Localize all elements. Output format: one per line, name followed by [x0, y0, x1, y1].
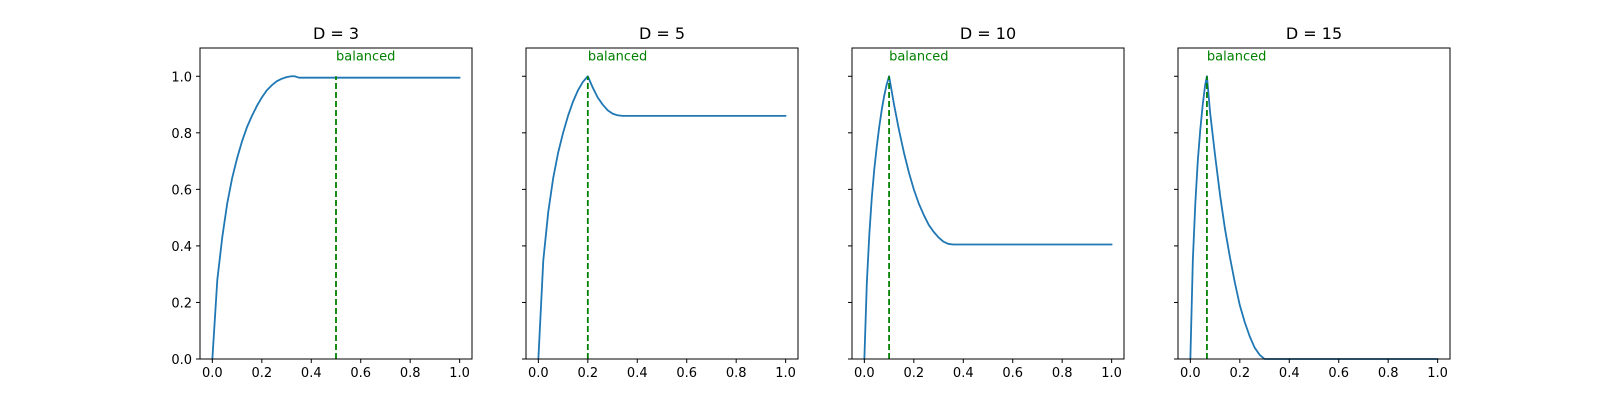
- y-tick-label: 0.0: [171, 353, 192, 368]
- panel-title: D = 10: [960, 24, 1016, 43]
- panel-title: D = 15: [1286, 24, 1342, 43]
- x-tick-label: 0.2: [1229, 366, 1250, 381]
- panel-3: D = 10 balanced 0.0 0.2 0.4 0.6 0.8 1.0: [848, 24, 1125, 381]
- panel-2: D = 5 balanced 0.0 0.2 0.4 0.6 0.8 1.0: [522, 24, 799, 381]
- axes-frame: [851, 47, 1125, 360]
- balanced-annotation: balanced: [1207, 49, 1266, 64]
- x-tick-label: 0.2: [577, 366, 598, 381]
- panel-1: D = 3 balanced 0.0 0.2 0.4 0.6 0.8 1.0 0.0 0.2 0.4…: [171, 24, 473, 381]
- x-tick-label: 1.0: [449, 366, 470, 381]
- y-tick-label: 0.2: [171, 296, 192, 311]
- series-line: [863, 75, 1113, 360]
- y-tick-label: 0.6: [171, 183, 192, 198]
- x-tick-label: 0.8: [1052, 366, 1073, 381]
- x-tick-label: 0.4: [301, 366, 322, 381]
- panel-title: D = 3: [313, 24, 359, 43]
- balanced-annotation: balanced: [889, 49, 948, 64]
- axes-frame: [525, 47, 799, 360]
- panel-4: D = 15 balanced 0.0 0.2 0.4 0.6 0.8 1.0: [1174, 24, 1451, 381]
- x-tick-label: 0.4: [627, 366, 648, 381]
- y-tick-label: 1.0: [171, 70, 192, 85]
- x-tick-label: 1.0: [1101, 366, 1122, 381]
- balanced-annotation: balanced: [588, 49, 647, 64]
- x-tick-label: 0.6: [676, 366, 697, 381]
- series-line: [537, 75, 787, 360]
- series-line: [211, 75, 461, 360]
- x-tick-label: 0.2: [251, 366, 272, 381]
- axes-frame: [199, 47, 473, 360]
- x-tick-label: 0.4: [1279, 366, 1300, 381]
- axes-frame: [1177, 47, 1451, 360]
- x-tick-label: 0.0: [1180, 366, 1201, 381]
- x-tick-label: 0.4: [953, 366, 974, 381]
- x-tick-label: 1.0: [1427, 366, 1448, 381]
- x-tick-label: 0.2: [903, 366, 924, 381]
- y-tick-label: 0.4: [171, 240, 192, 255]
- x-tick-label: 0.8: [1378, 366, 1399, 381]
- series-line: [1189, 75, 1439, 360]
- x-tick-label: 0.0: [528, 366, 549, 381]
- x-tick-label: 0.6: [1328, 366, 1349, 381]
- x-tick-label: 1.0: [775, 366, 796, 381]
- x-tick-label: 0.0: [854, 366, 875, 381]
- x-tick-label: 0.6: [350, 366, 371, 381]
- x-tick-label: 0.0: [202, 366, 223, 381]
- x-tick-label: 0.6: [1002, 366, 1023, 381]
- x-tick-label: 0.8: [400, 366, 421, 381]
- panel-title: D = 5: [639, 24, 685, 43]
- y-tick-label: 0.8: [171, 127, 192, 142]
- balanced-annotation: balanced: [336, 49, 395, 64]
- x-tick-label: 0.8: [726, 366, 747, 381]
